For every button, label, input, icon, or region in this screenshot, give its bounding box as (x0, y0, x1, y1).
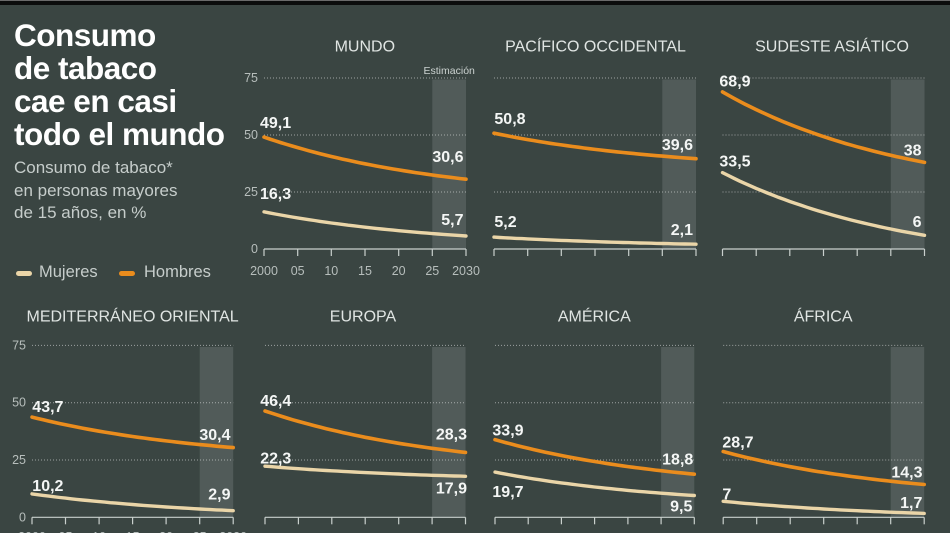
svg-text:EUROPA: EUROPA (330, 309, 397, 326)
svg-text:2,1: 2,1 (671, 222, 693, 239)
svg-text:10: 10 (92, 530, 106, 533)
svg-text:25: 25 (244, 185, 258, 199)
svg-text:14,3: 14,3 (891, 464, 922, 481)
svg-text:18,8: 18,8 (662, 452, 693, 469)
svg-text:7: 7 (722, 487, 731, 504)
svg-text:25: 25 (425, 264, 439, 278)
svg-text:38: 38 (904, 143, 922, 160)
svg-text:10,2: 10,2 (32, 478, 63, 495)
svg-text:75: 75 (244, 71, 258, 85)
svg-text:0: 0 (251, 242, 258, 256)
svg-text:43,7: 43,7 (32, 399, 63, 416)
svg-text:ÁFRICA: ÁFRICA (794, 307, 853, 326)
svg-text:22,3: 22,3 (260, 451, 291, 468)
svg-text:33,5: 33,5 (719, 154, 750, 171)
svg-text:15: 15 (126, 530, 140, 533)
svg-text:5,2: 5,2 (494, 214, 516, 231)
svg-text:75: 75 (12, 338, 26, 352)
svg-text:10: 10 (324, 264, 338, 278)
svg-text:05: 05 (59, 530, 73, 533)
svg-text:46,4: 46,4 (260, 393, 291, 410)
svg-text:2000: 2000 (18, 530, 46, 533)
svg-text:2030: 2030 (452, 264, 480, 278)
svg-text:PACÍFICO OCCIDENTAL: PACÍFICO OCCIDENTAL (505, 37, 686, 56)
svg-text:6: 6 (913, 214, 922, 231)
svg-text:39,6: 39,6 (662, 137, 693, 154)
svg-text:16,3: 16,3 (260, 186, 291, 203)
svg-text:0: 0 (19, 510, 26, 524)
svg-text:2030: 2030 (219, 530, 247, 533)
svg-text:25: 25 (12, 453, 26, 467)
svg-text:30,4: 30,4 (199, 427, 230, 444)
svg-text:68,9: 68,9 (719, 74, 750, 91)
svg-text:49,1: 49,1 (260, 115, 291, 132)
svg-text:05: 05 (291, 264, 305, 278)
svg-text:5,7: 5,7 (441, 212, 463, 229)
svg-text:50,8: 50,8 (494, 111, 525, 128)
svg-text:SUDESTE ASIÁTICO: SUDESTE ASIÁTICO (755, 37, 909, 56)
svg-text:AMÉRICA: AMÉRICA (558, 307, 631, 326)
svg-text:19,7: 19,7 (492, 484, 523, 501)
svg-text:1,7: 1,7 (900, 495, 922, 512)
svg-text:Estimación: Estimación (424, 65, 476, 77)
svg-text:9,5: 9,5 (670, 499, 692, 516)
svg-text:30,6: 30,6 (432, 149, 463, 166)
svg-text:2,9: 2,9 (208, 487, 230, 504)
svg-text:20: 20 (392, 264, 406, 278)
svg-text:17,9: 17,9 (436, 481, 467, 498)
svg-text:50: 50 (244, 128, 258, 142)
svg-text:25: 25 (193, 530, 207, 533)
svg-text:2000: 2000 (250, 264, 278, 278)
svg-text:33,9: 33,9 (492, 423, 523, 440)
svg-text:20: 20 (159, 530, 173, 533)
svg-text:28,7: 28,7 (722, 435, 753, 452)
svg-text:15: 15 (358, 264, 372, 278)
svg-text:MUNDO: MUNDO (335, 39, 395, 56)
svg-text:MEDITERRÁNEO ORIENTAL: MEDITERRÁNEO ORIENTAL (27, 307, 239, 326)
svg-text:50: 50 (12, 396, 26, 410)
svg-text:28,3: 28,3 (436, 427, 467, 444)
